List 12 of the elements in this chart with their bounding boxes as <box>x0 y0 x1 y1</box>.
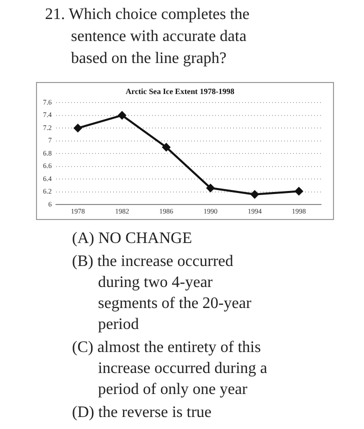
point <box>74 124 82 132</box>
chart-title: Arctic Sea Ice Extent 1978-1998 <box>126 86 234 96</box>
text: 21. Which choice completes the sentence with accurate data based on the line graph? <box>45 5 251 69</box>
point <box>294 187 303 196</box>
text: (A) NO CHANGE <box>72 229 193 249</box>
text: (D) the reverse is true <box>72 403 212 423</box>
point <box>162 143 170 152</box>
point <box>118 111 126 120</box>
text: (C) almost the entirety of this increase occurred during a period of only one year <box>72 338 268 400</box>
text: (B) the increase occurred during two 4-year segments of the 20-year period <box>72 252 252 335</box>
point <box>206 184 214 192</box>
point <box>250 190 259 198</box>
